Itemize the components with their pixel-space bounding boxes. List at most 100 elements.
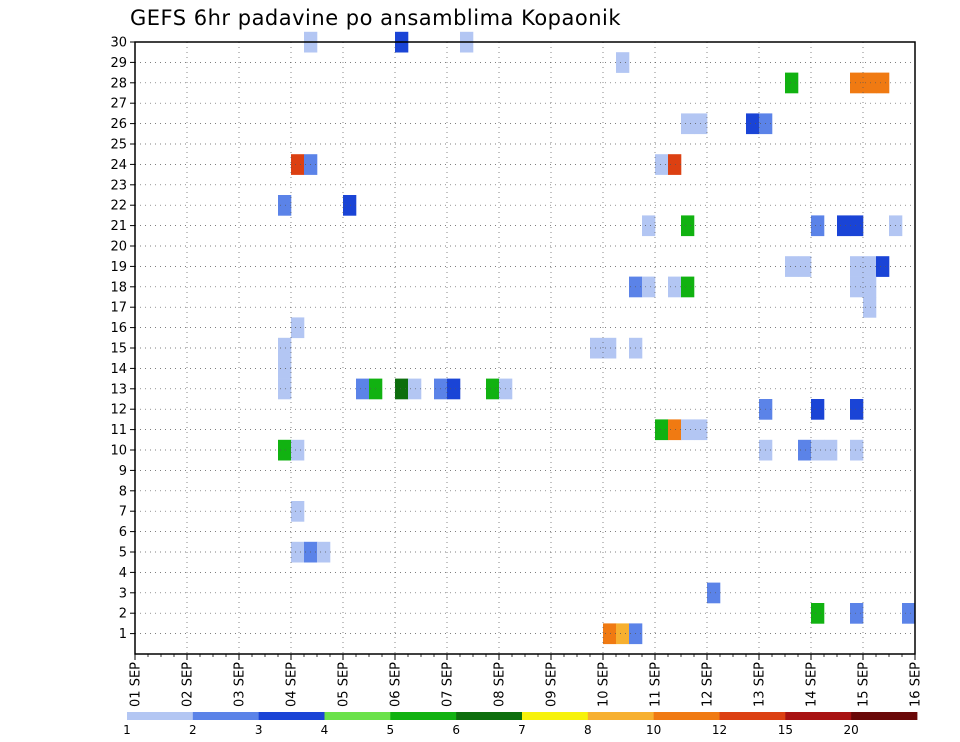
legend-swatch (587, 712, 655, 720)
heatmap-cell (616, 623, 630, 645)
heatmap-cell (668, 419, 682, 441)
heatmap-cell (850, 215, 864, 237)
heatmap-cell (603, 337, 617, 359)
legend-swatch (390, 712, 457, 720)
heatmap-cell (291, 501, 305, 522)
heatmap-cell (837, 215, 851, 237)
x-tick-label: 08 SEP (493, 662, 508, 707)
grid-lines (135, 41, 915, 654)
heatmap-cell (811, 603, 825, 624)
heatmap-cell (811, 439, 825, 461)
x-tick-label: 11 SEP (649, 662, 664, 707)
y-tick-label: 11 (110, 423, 127, 438)
y-tick-label: 13 (110, 382, 127, 397)
heatmap-cell (850, 256, 864, 277)
x-axis: 01 SEP 02 SEP 03 SEP 04 SEP 05 SEP 06 SEP 07 S… (129, 654, 924, 707)
heatmap-cell (746, 113, 760, 135)
y-tick-label: 15 (110, 342, 127, 357)
color-legend: 1 2 3 4 5 6 7 8 10 12 15 20 (123, 712, 918, 737)
heatmap-cell (798, 439, 812, 461)
legend-swatch (127, 712, 194, 720)
heatmap-cell (395, 378, 409, 400)
y-tick-label: 28 (110, 76, 127, 91)
x-tick-label: 04 SEP (285, 662, 300, 707)
y-tick-label: 12 (110, 403, 127, 418)
legend-swatch (456, 712, 523, 720)
y-tick-label: 25 (110, 138, 127, 153)
y-tick-label: 1 (119, 627, 127, 642)
heatmap-cell (668, 276, 682, 298)
legend-swatch (258, 712, 325, 720)
y-tick-label: 19 (110, 260, 127, 275)
heatmap-cell (278, 378, 292, 400)
heatmap-cell (863, 276, 877, 298)
y-tick-label: 18 (110, 280, 127, 295)
heatmap-cell (447, 378, 461, 400)
heatmap-cell (863, 297, 877, 318)
heatmap-cell (291, 317, 305, 339)
x-tick-label: 12 SEP (701, 662, 716, 707)
heatmap-cell (291, 541, 305, 563)
x-tick-label: 10 SEP (597, 662, 612, 707)
x-tick-label: 16 SEP (909, 662, 924, 707)
heatmap-cell (785, 72, 799, 94)
heatmap-cell (850, 399, 864, 420)
legend-swatch (719, 712, 786, 720)
heatmap-cell (681, 215, 695, 237)
legend-label: 4 (321, 723, 329, 737)
heatmap-cell (811, 399, 825, 420)
chart-title: GEFS 6hr padavine po ansamblima Kopaonik (130, 6, 622, 30)
heatmap-cell (850, 439, 864, 461)
x-tick-label: 13 SEP (753, 662, 768, 707)
heatmap-cell (850, 276, 864, 298)
legend-label: 2 (189, 723, 197, 737)
heatmap-cell (278, 337, 292, 359)
legend-swatch (785, 712, 852, 720)
x-tick-label: 06 SEP (389, 662, 404, 707)
x-tick-label: 14 SEP (805, 662, 820, 707)
heatmap-cell (681, 276, 695, 298)
x-tick-label: 01 SEP (129, 662, 144, 707)
x-tick-label: 05 SEP (337, 662, 352, 707)
legend-swatch (653, 712, 720, 720)
heatmap-cell (291, 439, 305, 461)
heatmap-cells (278, 31, 916, 645)
x-tick-label: 09 SEP (545, 662, 560, 707)
heatmap-cell (590, 337, 604, 359)
y-tick-label: 17 (110, 301, 127, 316)
heatmap-cell (642, 276, 656, 298)
heatmap-cell (863, 72, 877, 94)
y-tick-label: 16 (110, 321, 127, 336)
heatmap-cell (681, 113, 695, 135)
heatmap-cell (876, 256, 890, 277)
y-tick-label: 7 (119, 505, 127, 520)
legend-label: 10 (646, 723, 661, 737)
y-tick-label: 14 (110, 362, 127, 377)
x-tick-label: 15 SEP (857, 662, 872, 707)
legend-label: 5 (387, 723, 395, 737)
legend-label: 15 (778, 723, 793, 737)
legend-label: 12 (712, 723, 727, 737)
heatmap-cell (811, 215, 825, 237)
heatmap-cell (278, 439, 292, 461)
legend-label: 7 (518, 723, 526, 737)
heatmap-cell (902, 603, 916, 624)
heatmap-cell (798, 256, 812, 277)
legend-label: 6 (452, 723, 460, 737)
heatmap-cell (317, 541, 331, 563)
y-tick-label: 4 (119, 566, 127, 581)
y-tick-label: 24 (110, 158, 127, 173)
heatmap-cell (486, 378, 500, 400)
y-tick-label: 27 (110, 97, 127, 112)
y-tick-label: 29 (110, 56, 127, 71)
legend-label: 3 (255, 723, 263, 737)
heatmap-cell (655, 154, 669, 175)
heatmap-cell (616, 52, 630, 73)
heatmap-cell (642, 215, 656, 237)
legend-swatch (324, 712, 391, 720)
heatmap-cell (681, 419, 695, 441)
x-tick-label: 02 SEP (181, 662, 196, 707)
heatmap-cell (850, 72, 864, 94)
y-tick-label: 20 (110, 240, 127, 255)
legend-swatch (522, 712, 589, 720)
